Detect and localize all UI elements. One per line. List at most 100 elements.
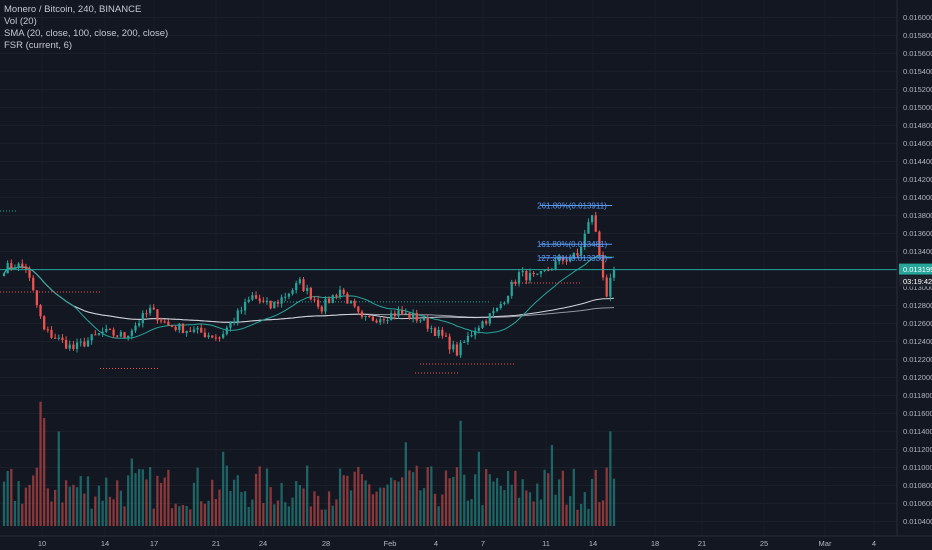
candle-body: [21, 263, 24, 267]
candle: [200, 324, 203, 333]
volume-bar: [269, 487, 272, 526]
volume-bars: [2, 401, 616, 526]
volume-bar: [433, 493, 437, 526]
volume-bar: [112, 499, 115, 526]
volume-bar: [2, 481, 6, 526]
candle: [207, 332, 210, 339]
volume-bar: [145, 479, 148, 526]
candle-body: [174, 326, 177, 331]
volume-bar: [528, 492, 532, 526]
candle-body: [306, 287, 309, 291]
volume-bar: [232, 479, 236, 526]
candle: [401, 305, 404, 316]
candle: [222, 330, 225, 340]
candle: [598, 230, 601, 257]
candle-body: [539, 271, 543, 274]
candle-body: [419, 320, 422, 322]
volume-bar: [46, 488, 49, 526]
volume-bar: [28, 484, 31, 526]
candle: [119, 329, 123, 338]
legend-sma[interactable]: SMA (20, close, 100, close, 200, close): [4, 28, 169, 39]
volume-bar: [163, 477, 166, 526]
volume-bar: [477, 451, 480, 526]
candle: [360, 309, 364, 320]
time-tick-label: Feb: [384, 539, 397, 548]
candle: [499, 301, 502, 310]
volume-bar: [375, 491, 378, 526]
candle: [547, 266, 550, 272]
candle: [327, 296, 331, 304]
volume-bar: [448, 478, 451, 526]
volume-bar: [316, 495, 320, 526]
candle: [331, 294, 334, 304]
time-tick-label: 11: [542, 539, 550, 548]
price-tick-label: 0.014000: [903, 193, 932, 202]
volume-bar: [598, 502, 601, 526]
candle-body: [342, 289, 345, 294]
time-axis[interactable]: 10 14 17 21 24 28 Feb 4 7 11 14 18 21 25 Mar 4: [38, 539, 876, 548]
time-tick-label: 10: [38, 539, 46, 548]
candle: [474, 327, 477, 340]
candle: [349, 300, 353, 304]
candle-body: [170, 325, 174, 327]
legend-symbol[interactable]: Monero / Bitcoin, 240, BINANCE: [4, 4, 142, 15]
volume-bar: [320, 509, 323, 526]
volume-bar: [262, 503, 265, 526]
candle-body: [459, 342, 462, 356]
candle-body: [79, 341, 82, 343]
candle: [94, 330, 97, 336]
candle-body: [499, 304, 502, 308]
candle: [75, 338, 79, 353]
volume-bar: [382, 487, 386, 526]
price-axis[interactable]: 0.016000 0.015800 0.015600 0.015400 0.015200…: [903, 13, 932, 526]
volume-bar: [94, 496, 97, 526]
volume-bar: [466, 500, 470, 526]
candle-body: [116, 335, 119, 337]
candle-body: [145, 313, 148, 315]
fib-label: 127.20%(0.013330): [537, 254, 608, 263]
candle-body: [32, 277, 35, 291]
candle: [466, 332, 470, 345]
legend-fsr[interactable]: FSR (current, 6): [4, 40, 73, 51]
volume-bar: [590, 478, 594, 526]
candle-body: [375, 320, 378, 323]
volume-bar: [61, 502, 64, 526]
candle-body: [485, 321, 488, 324]
candle-body: [152, 307, 155, 310]
candle-body: [101, 331, 104, 334]
volume-bar: [488, 474, 491, 526]
candle-body: [159, 320, 163, 322]
legend-volume[interactable]: Vol (20): [4, 16, 37, 27]
candle-body: [276, 302, 280, 304]
volume-bar: [280, 482, 283, 526]
candle-body: [13, 267, 17, 269]
volume-bar: [612, 478, 616, 526]
candle: [116, 334, 119, 338]
candle: [506, 295, 510, 305]
candle: [229, 321, 232, 332]
candle-body: [105, 329, 108, 332]
candle: [320, 305, 323, 315]
candle: [532, 271, 535, 277]
candle: [452, 340, 455, 353]
candle: [46, 326, 49, 333]
candle-body: [335, 295, 338, 297]
volume-bar: [192, 482, 196, 526]
candle-body: [561, 256, 564, 261]
volume-bar: [444, 470, 448, 526]
candle: [295, 280, 298, 294]
candle: [536, 273, 539, 276]
candle: [485, 319, 488, 326]
volume-bar: [17, 481, 20, 526]
volume-bar: [265, 468, 269, 526]
candle-body: [481, 321, 484, 328]
volume-bar: [35, 467, 39, 526]
sma-lines: [3, 255, 615, 339]
volume-bar: [101, 500, 104, 526]
price-tick-label: 0.010400: [903, 517, 932, 526]
time-tick-label: 24: [259, 539, 267, 548]
volume-bar: [251, 499, 254, 526]
candle-body: [211, 335, 214, 338]
price-tick-label: 0.015000: [903, 103, 932, 112]
